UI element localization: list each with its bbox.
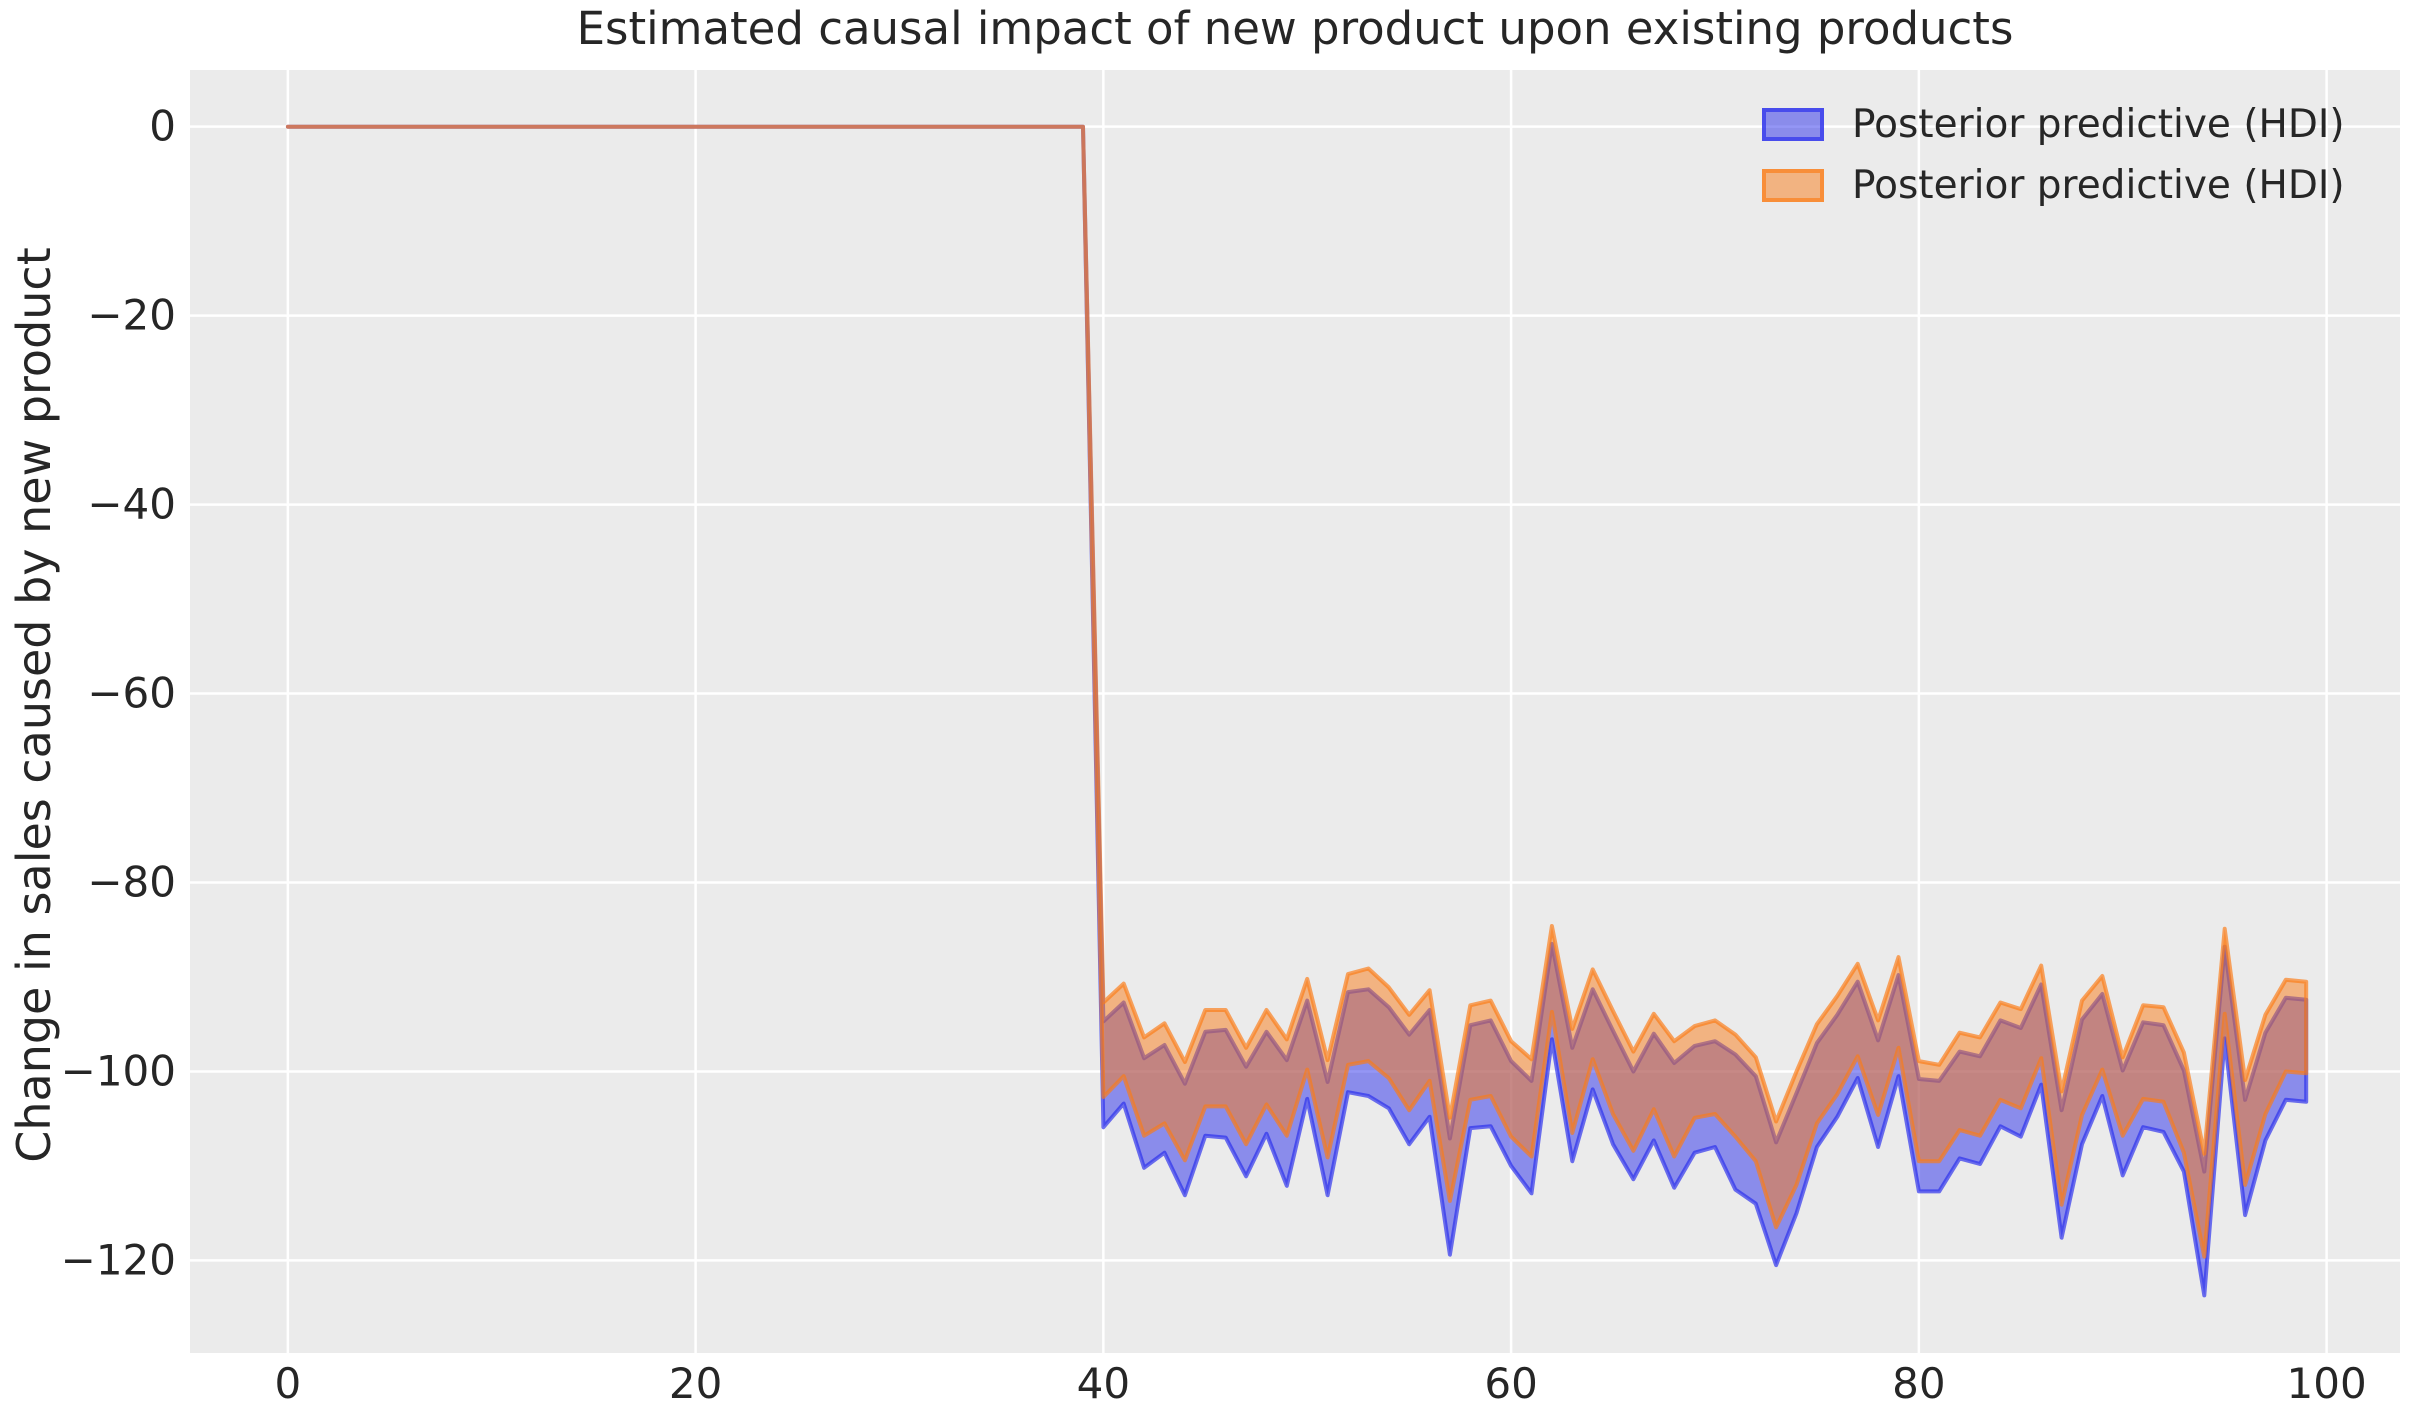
legend-swatch-orange: [1762, 169, 1824, 202]
x-tick-label: 100: [2287, 1359, 2367, 1408]
y-tick-label: −20: [87, 291, 176, 340]
legend-item: Posterior predictive (HDI): [1762, 102, 2345, 147]
y-tick-label: −120: [61, 1235, 176, 1284]
legend-label: Posterior predictive (HDI): [1852, 102, 2345, 147]
x-tick-label: 0: [274, 1359, 301, 1408]
x-tick-label: 20: [669, 1359, 722, 1408]
y-tick-label: −80: [87, 858, 176, 907]
x-tick-label: 40: [1077, 1359, 1130, 1408]
y-tick-label: 0: [149, 102, 176, 151]
y-tick-label: −40: [87, 480, 176, 529]
y-tick-label: −60: [87, 669, 176, 718]
legend: Posterior predictive (HDI) Posterior pre…: [1762, 102, 2345, 208]
chart-title: Estimated causal impact of new product u…: [576, 2, 2014, 55]
hdi-band-orange: [285, 124, 2309, 1259]
legend-label: Posterior predictive (HDI): [1852, 163, 2345, 208]
x-tick-label: 80: [1892, 1359, 1945, 1408]
x-tick-label: 60: [1484, 1359, 1537, 1408]
legend-swatch-blue: [1762, 108, 1824, 141]
y-tick-label: −100: [61, 1046, 176, 1095]
legend-item: Posterior predictive (HDI): [1762, 163, 2345, 208]
